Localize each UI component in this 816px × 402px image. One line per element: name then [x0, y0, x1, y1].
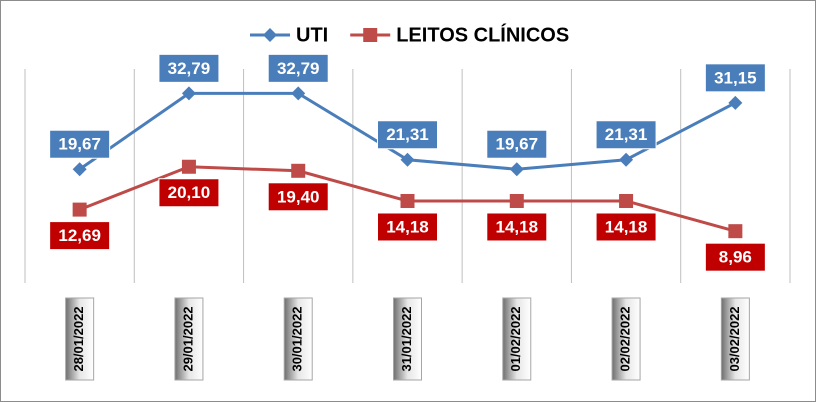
data-label: 19,67	[49, 129, 111, 159]
data-label-text: 19,67	[496, 135, 539, 154]
point	[728, 224, 743, 239]
date-box	[393, 297, 422, 381]
data-label-text: 20,10	[168, 183, 211, 202]
data-label-text: 14,18	[605, 217, 648, 236]
data-label: 19,67	[486, 129, 548, 159]
label-box	[158, 53, 220, 83]
label-box	[486, 129, 548, 159]
data-label-text: 12,69	[58, 226, 101, 245]
point	[291, 163, 306, 178]
point	[181, 159, 196, 174]
point	[509, 162, 524, 177]
data-label-text: 14,18	[496, 217, 539, 236]
label-box	[704, 242, 766, 272]
label-box	[158, 178, 220, 208]
data-label: 32,79	[158, 53, 220, 83]
date-box	[174, 297, 204, 381]
point	[363, 28, 378, 42]
x-tick-label: 01/02/2022	[508, 306, 523, 371]
point	[619, 152, 634, 167]
label-box	[377, 120, 438, 150]
data-label: 8,96	[704, 242, 766, 272]
date-box	[283, 297, 313, 381]
label-box	[704, 63, 766, 93]
legend-label: UTI	[296, 24, 328, 46]
data-label-text: 19,67	[58, 135, 101, 154]
data-label-text: 31,15	[714, 68, 757, 87]
data-label: 14,18	[486, 212, 548, 242]
date-box	[65, 297, 95, 381]
x-tick-label: 28/01/2022	[71, 306, 86, 371]
data-label-text: 14,18	[386, 217, 429, 236]
data-label-text: 21,31	[386, 125, 429, 144]
data-label: 20,10	[158, 178, 220, 208]
data-label: 14,18	[377, 212, 438, 242]
point	[509, 193, 524, 208]
data-label-text: 32,79	[277, 59, 320, 78]
data-label: 19,40	[267, 182, 329, 212]
point	[181, 86, 196, 101]
legend-label: LEITOS CLÍNICOS	[396, 23, 569, 46]
label-box	[377, 212, 438, 242]
x-tick-label: 02/02/2022	[618, 306, 633, 371]
point	[728, 95, 743, 110]
date-box	[502, 297, 532, 381]
label-box	[595, 212, 657, 242]
data-label-text: 8,96	[719, 248, 752, 267]
point	[72, 202, 87, 217]
date-box	[611, 297, 641, 381]
data-label: 12,69	[49, 221, 111, 251]
point	[263, 28, 277, 42]
x-tick-label: 29/01/2022	[180, 306, 195, 371]
data-label-text: 32,79	[168, 59, 211, 78]
data-label: 32,79	[267, 53, 329, 83]
data-label: 21,31	[595, 120, 657, 150]
point	[72, 162, 87, 177]
x-tick-label: 03/02/2022	[727, 306, 742, 371]
x-tick-label: 30/01/2022	[290, 306, 305, 371]
date-box	[720, 297, 750, 381]
point	[291, 86, 306, 101]
point	[619, 193, 634, 208]
data-label-text: 21,31	[605, 125, 648, 144]
x-tick-label: 31/01/2022	[399, 306, 414, 371]
data-label-text: 19,40	[277, 187, 320, 206]
label-box	[49, 221, 111, 251]
data-label: 21,31	[377, 120, 438, 150]
label-box	[267, 182, 329, 212]
label-box	[267, 53, 329, 83]
label-box	[486, 212, 548, 242]
data-label: 14,18	[595, 212, 657, 242]
point	[400, 152, 415, 167]
point	[400, 193, 415, 208]
label-box	[49, 129, 111, 159]
label-box	[595, 120, 657, 150]
data-label: 31,15	[704, 63, 766, 93]
